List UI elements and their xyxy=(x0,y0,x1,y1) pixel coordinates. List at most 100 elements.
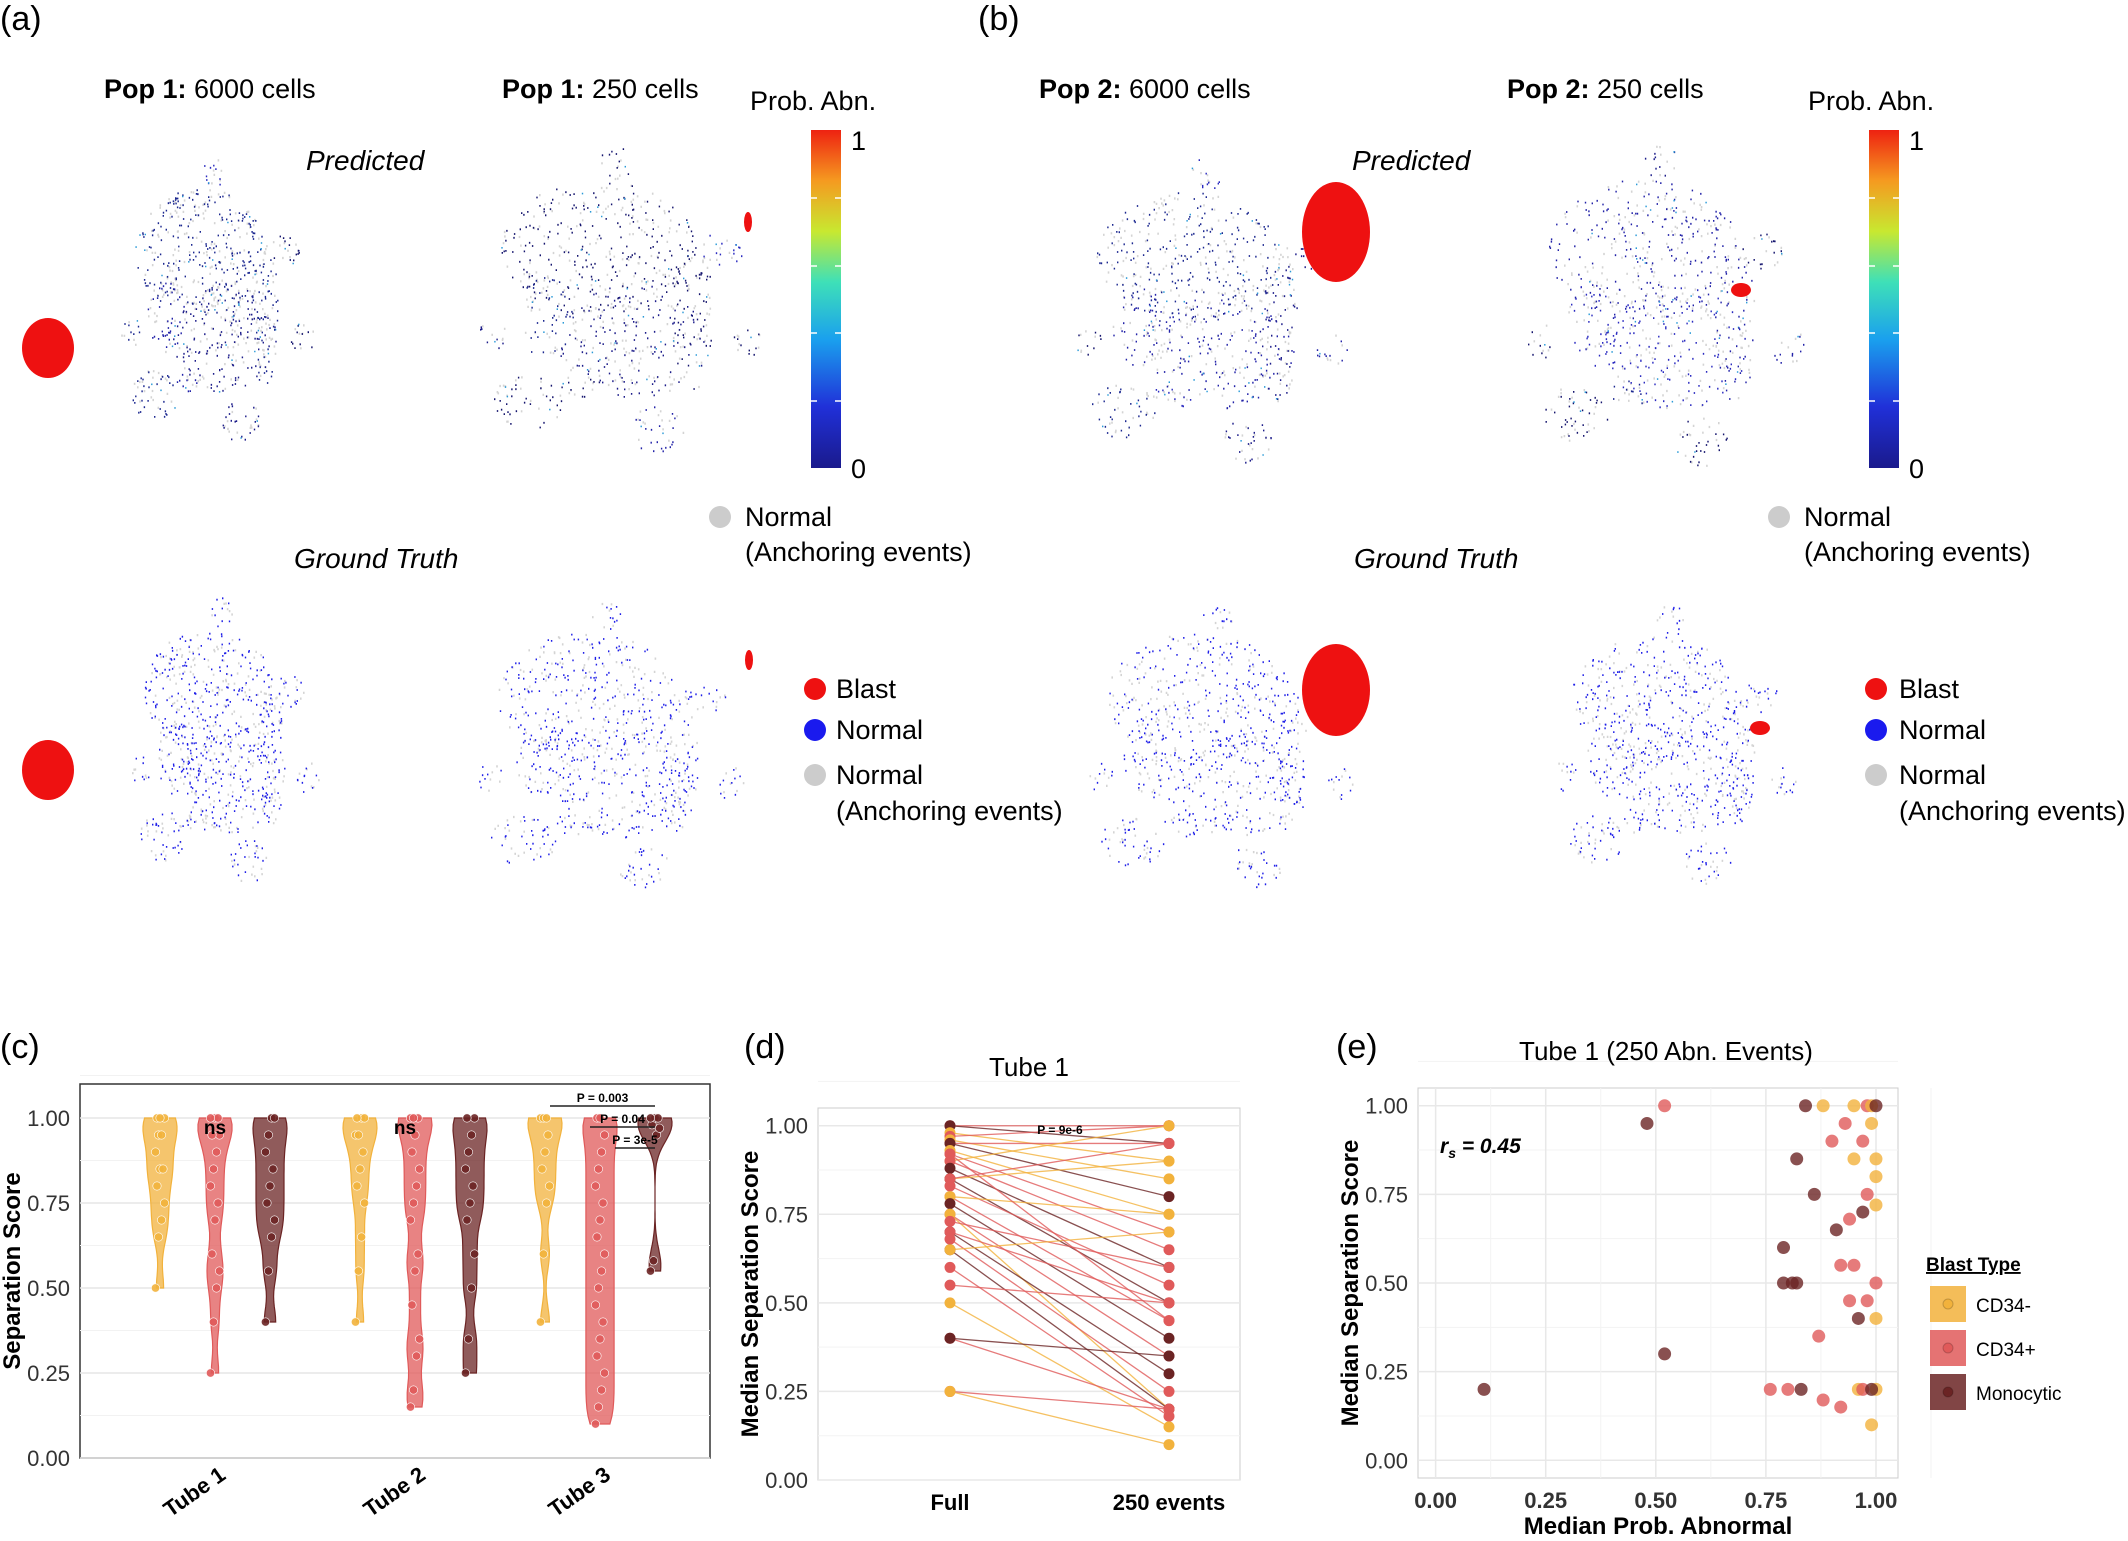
pair-line xyxy=(949,1142,1170,1180)
scatter-point xyxy=(1869,1170,1883,1184)
ytick-e: 0.75 xyxy=(1365,1182,1408,1207)
scatter-point xyxy=(1860,1187,1874,1201)
violin-point xyxy=(593,1164,603,1174)
violin-point xyxy=(544,1181,554,1191)
pair-point-full xyxy=(944,1162,956,1174)
heading-pop1-250: Pop 1: 250 cells xyxy=(502,74,699,104)
ytick-c: 0.50 xyxy=(27,1276,70,1301)
scatter-point xyxy=(1790,1152,1804,1166)
legend-swatch-dot-e xyxy=(1942,1298,1954,1310)
pair-line xyxy=(949,1337,1170,1357)
pair-line xyxy=(949,1220,1170,1269)
scatter-point xyxy=(1843,1212,1857,1226)
pair-point-full xyxy=(944,1173,956,1185)
violin-point xyxy=(206,1113,216,1123)
legend-anchor-label-a2: (Anchoring events) xyxy=(745,537,972,567)
pair-line xyxy=(949,1390,1170,1446)
legend-normal-dot-b xyxy=(1865,719,1887,741)
violin-point xyxy=(595,1113,605,1123)
colorbar-max-b: 1 xyxy=(1909,126,1924,156)
pair-line xyxy=(949,1125,1170,1137)
panel-letter-a: (a) xyxy=(0,0,42,38)
scatter-point xyxy=(1834,1258,1848,1272)
violin-cd34--2 xyxy=(342,1117,378,1323)
pair-point-250 xyxy=(1163,1244,1175,1256)
violin-point xyxy=(460,1164,470,1174)
xtick-c: Tube 3 xyxy=(544,1462,615,1522)
annot-p-tube3: P = 0.04 xyxy=(600,1112,645,1126)
pair-line xyxy=(949,1390,1170,1410)
pair-line xyxy=(949,1203,1170,1339)
xtick-d: Full xyxy=(930,1490,969,1515)
annot-ns-2: ns xyxy=(394,1118,416,1139)
violin-point xyxy=(209,1164,219,1174)
scatter-point xyxy=(1869,1276,1883,1290)
violin-point xyxy=(541,1113,551,1123)
pair-point-full xyxy=(944,1244,956,1256)
legend-normal-label-a: Normal xyxy=(836,715,923,745)
violin-point xyxy=(590,1181,600,1191)
violin-point xyxy=(266,1232,276,1242)
pair-point-250 xyxy=(1163,1403,1175,1415)
panel-letter-c: (c) xyxy=(0,1028,40,1066)
legend-gt-anchor-dot-b xyxy=(1865,764,1887,786)
violin-point xyxy=(268,1164,278,1174)
title-e: Tube 1 (250 Abn. Events) xyxy=(1519,1036,1813,1066)
umap-pop2-6000-ground-truth xyxy=(1089,607,1370,889)
legend-gt-anchor-label-b1: Normal xyxy=(1899,760,1986,790)
violin-point xyxy=(209,1317,219,1327)
scatter-point xyxy=(1865,1116,1879,1130)
pair-line xyxy=(949,1132,1170,1162)
violin-point xyxy=(468,1181,478,1191)
violin-point xyxy=(353,1266,363,1276)
pair-point-250 xyxy=(1163,1315,1175,1327)
scatter-point xyxy=(1856,1205,1870,1219)
violin-cd34--1 xyxy=(142,1117,178,1289)
violin-point xyxy=(462,1215,472,1225)
violin-point xyxy=(653,1113,663,1123)
violin-point xyxy=(465,1198,475,1208)
violin-point xyxy=(157,1215,167,1225)
ytick-c: 0.75 xyxy=(27,1191,70,1216)
scatter-point xyxy=(1807,1187,1821,1201)
panel-letter-e: (e) xyxy=(1336,1028,1378,1066)
violin-point xyxy=(206,1368,216,1378)
panel-letter-d: (d) xyxy=(744,1028,786,1066)
scatter-point xyxy=(1658,1347,1672,1361)
scatter-point xyxy=(1865,1418,1879,1432)
violin-point xyxy=(353,1130,363,1140)
pair-point-250 xyxy=(1163,1385,1175,1397)
pair-point-full xyxy=(944,1332,956,1344)
violin-point xyxy=(414,1334,424,1344)
violin-point xyxy=(537,1164,547,1174)
pair-point-250 xyxy=(1163,1137,1175,1149)
legend-gt-anchor-dot-a xyxy=(804,764,826,786)
violin-point xyxy=(260,1317,270,1327)
violin-point xyxy=(269,1113,279,1123)
umap-pop1-250-predicted xyxy=(480,148,761,453)
xtick-e: 0.25 xyxy=(1524,1488,1567,1513)
violin-point xyxy=(596,1385,606,1395)
violin-point xyxy=(593,1283,603,1293)
legend-blast-label-b: Blast xyxy=(1899,674,1960,704)
legend-anchor-dot-b xyxy=(1768,506,1790,528)
xtick-c: Tube 1 xyxy=(159,1462,230,1522)
colorbar-b xyxy=(1869,130,1899,468)
pair-line xyxy=(949,1125,1170,1145)
violin-cd34+-1 xyxy=(197,1117,233,1374)
pair-line xyxy=(949,1249,1170,1410)
title-d: Tube 1 xyxy=(989,1052,1069,1082)
violin-point xyxy=(469,1113,479,1123)
scatter-point xyxy=(1869,1311,1883,1325)
violin-point xyxy=(359,1113,369,1123)
scatter-point xyxy=(1869,1198,1883,1212)
violin-monocytic-2 xyxy=(452,1117,488,1374)
violin-point xyxy=(356,1232,366,1242)
scatter-point xyxy=(1869,1099,1883,1113)
colorbar-max-a: 1 xyxy=(851,126,866,156)
violin-point xyxy=(411,1181,421,1191)
legend-anchor-label-a1: Normal xyxy=(745,502,832,532)
pair-point-250 xyxy=(1163,1226,1175,1238)
pair-line xyxy=(949,1231,1170,1304)
colorbar-min-b: 0 xyxy=(1909,454,1924,484)
